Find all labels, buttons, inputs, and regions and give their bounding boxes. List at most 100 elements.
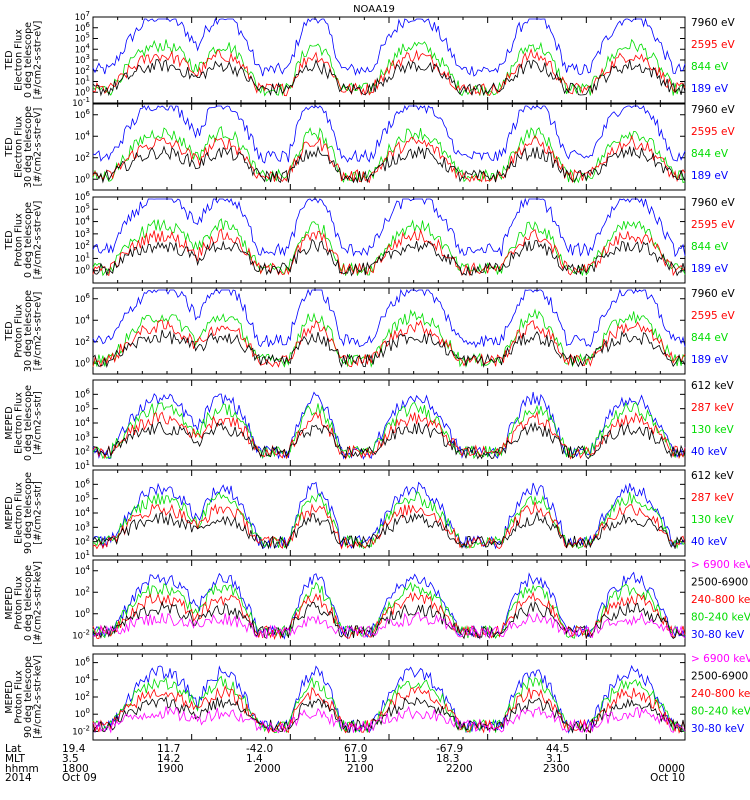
flux-series-blue	[92, 17, 686, 77]
flux-series-magenta	[92, 611, 686, 640]
y-tick-label: 106	[75, 21, 91, 34]
y-tick-label: 106	[75, 477, 91, 490]
flux-series-black	[92, 238, 686, 277]
y-axis-label-line: Proton Flux	[14, 304, 25, 358]
y-tick-label: 106	[75, 108, 91, 121]
y-axis-label-line: [#/cm2-s-str]	[33, 391, 44, 454]
y-axis-label-line: Electron Flux	[14, 392, 25, 454]
y-axis-label-line: Proton Flux	[14, 213, 25, 267]
x-axis-row-value: Oct 10	[650, 772, 685, 784]
x-axis-row-value: 18.3	[436, 753, 459, 765]
legend-entry: 844 eV	[691, 241, 729, 253]
y-tick-label: 101	[75, 75, 90, 88]
y-axis-label-line: Electron Flux	[14, 116, 25, 178]
x-axis-row-value: 0000	[658, 763, 685, 775]
y-axis-label-line: MEPED	[4, 406, 15, 439]
legend-entry: 240-800 keV	[691, 688, 750, 700]
legend-entry: 612 keV	[691, 380, 735, 392]
legend-entry: 7960 eV	[691, 104, 736, 116]
y-tick-label: 10-2	[72, 628, 90, 641]
flux-series-black	[92, 600, 686, 640]
flux-series-blue	[92, 104, 686, 164]
legend-entry: 287 keV	[691, 492, 735, 504]
y-tick-label: 102	[75, 535, 90, 548]
y-tick-label: 100	[75, 356, 90, 369]
x-axis-row-value: 2300	[543, 763, 570, 775]
legend-entry: 2595 eV	[691, 126, 736, 138]
legend-entry: 612 keV	[691, 470, 735, 482]
y-axis-label-line: MEPED	[4, 586, 15, 619]
legend-entry: 844 eV	[691, 332, 729, 344]
x-axis-row-label: 2014	[5, 772, 32, 784]
y-axis-label-line: Electron Flux	[14, 29, 25, 91]
y-axis-label-line: 90 deg telescope	[23, 656, 34, 738]
y-axis-label-line: 90 deg telescope	[23, 472, 34, 554]
flux-series-black	[92, 421, 686, 460]
legend-entry: 240-800 ke	[691, 594, 750, 606]
x-axis-row-value: 3.5	[62, 753, 79, 765]
x-axis-row-2014: 2014 Oct 09 Oct 10	[5, 772, 685, 784]
y-tick-label: 105	[75, 32, 90, 45]
flux-series-red	[92, 591, 686, 641]
x-axis-row-value: 1800	[62, 763, 89, 775]
y-axis-label-line: Proton Flux	[14, 670, 25, 724]
x-axis-row-value: 11.9	[344, 753, 367, 765]
legend-entry: 7960 eV	[691, 17, 736, 29]
y-tick-label: 104	[75, 313, 91, 326]
y-axis-label-line: TED	[4, 321, 15, 341]
y-axis-label-line: Proton Flux	[14, 576, 25, 630]
y-tick-label: 101	[75, 251, 90, 264]
y-axis-label-line: 0 deg telescope	[23, 385, 34, 461]
legend-entry: 189 eV	[691, 354, 729, 366]
x-axis-row-value: 2100	[347, 763, 374, 775]
y-tick-label: 106	[75, 387, 91, 400]
y-axis-label-line: [#/cm2-s-str-eV]	[33, 201, 44, 280]
flux-series-black	[92, 329, 686, 369]
x-axis-row-value: -42.0	[246, 743, 273, 755]
x-axis-row-value: -67.9	[436, 743, 463, 755]
y-tick-label: 100	[75, 707, 90, 720]
legend-entry: 287 keV	[691, 402, 735, 414]
legend-entry: 189 eV	[691, 170, 729, 182]
y-tick-label: 100	[75, 264, 90, 277]
legend-entry: 80-240 keV	[691, 706, 750, 718]
legend-entry: 30-80 keV	[691, 723, 745, 735]
y-tick-label: 104	[75, 506, 91, 519]
legend-entry: 844 eV	[691, 61, 729, 73]
flux-series-green	[92, 38, 686, 97]
y-tick-label: 104	[75, 416, 91, 429]
flux-series-red	[92, 48, 686, 97]
flux-series-green	[92, 308, 686, 368]
y-axis-label-line: TED	[4, 50, 15, 70]
y-tick-label: 106	[75, 656, 91, 669]
y-tick-label: 102	[75, 585, 90, 598]
y-tick-label: 101	[75, 459, 90, 472]
legend-entry: 844 eV	[691, 148, 729, 160]
y-axis-label-line: 30 deg telescope	[23, 290, 34, 372]
y-axis-label-line: [#/cm2-s-str-keV]	[33, 561, 44, 645]
x-axis-row-mlt: MLT 3.5 14.2 1.4 11.9 18.3 3.1	[5, 753, 563, 765]
legend-entry: > 6900 keV	[691, 653, 750, 665]
x-axis-row-value: 14.2	[157, 753, 180, 765]
y-axis-label-line: [#/cm2-s-str]	[33, 481, 44, 544]
legend-entry: 130 keV	[691, 514, 735, 526]
y-tick-label: 105	[75, 402, 90, 415]
y-tick-label: 105	[75, 492, 90, 505]
legend-entry: 189 eV	[691, 263, 729, 275]
x-axis-row-hhmm: hhmm 1800 1900 2000 2100 2200 2300 0000	[5, 763, 685, 775]
legend-entry: 80-240 keV	[691, 612, 750, 624]
flux-series-green	[92, 581, 686, 640]
y-tick-label: 102	[75, 151, 90, 164]
